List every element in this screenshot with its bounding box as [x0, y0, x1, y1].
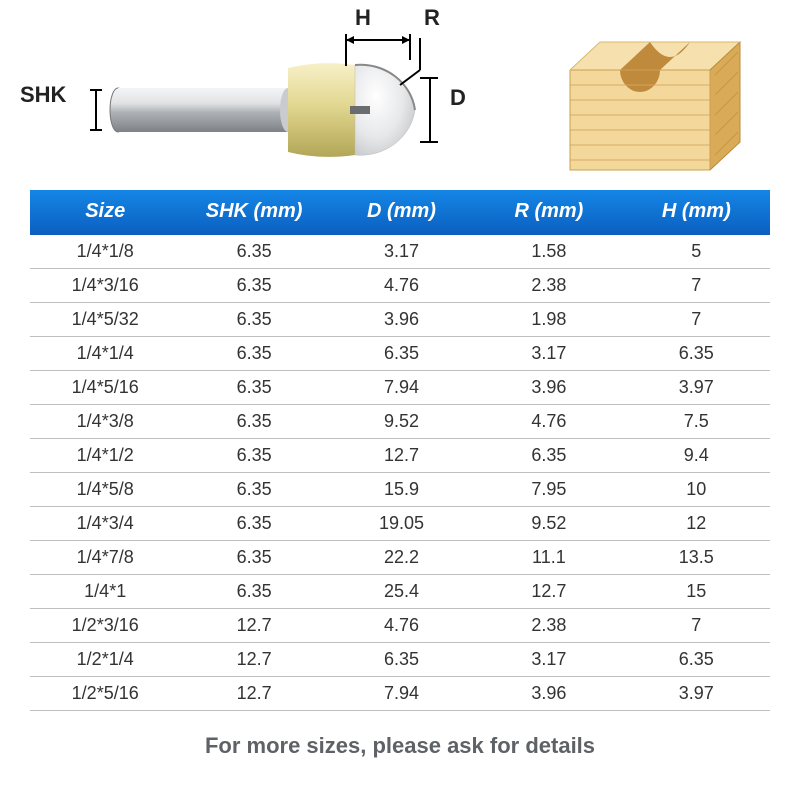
- table-body: 1/4*1/86.353.171.5851/4*3/166.354.762.38…: [30, 235, 770, 711]
- table-cell: 3.97: [623, 677, 770, 711]
- col-h: H (mm): [623, 190, 770, 235]
- table-cell: 10: [623, 473, 770, 507]
- table-cell: 6.35: [180, 405, 327, 439]
- table-cell: 3.17: [328, 235, 475, 269]
- table-cell: 4.76: [328, 609, 475, 643]
- table-cell: 3.96: [475, 677, 622, 711]
- table-row: 1/4*16.3525.412.715: [30, 575, 770, 609]
- table-cell: 6.35: [180, 507, 327, 541]
- table-cell: 1/4*7/8: [30, 541, 180, 575]
- table-cell: 12.7: [180, 677, 327, 711]
- table-cell: 6.35: [180, 337, 327, 371]
- table-row: 1/2*1/412.76.353.176.35: [30, 643, 770, 677]
- table-cell: 3.17: [475, 337, 622, 371]
- table-cell: 6.35: [180, 541, 327, 575]
- table-cell: 1/2*1/4: [30, 643, 180, 677]
- table-cell: 1/4*1/2: [30, 439, 180, 473]
- table-cell: 3.96: [475, 371, 622, 405]
- table-cell: 7.94: [328, 677, 475, 711]
- table-cell: 15.9: [328, 473, 475, 507]
- wood-block-diagram: [550, 30, 760, 180]
- table-cell: 6.35: [180, 371, 327, 405]
- table-cell: 12: [623, 507, 770, 541]
- table-cell: 9.4: [623, 439, 770, 473]
- table-cell: 11.1: [475, 541, 622, 575]
- table-cell: 3.96: [328, 303, 475, 337]
- table-cell: 7: [623, 303, 770, 337]
- col-shk: SHK (mm): [180, 190, 327, 235]
- table-cell: 3.97: [623, 371, 770, 405]
- table-cell: 1/4*5/32: [30, 303, 180, 337]
- table-cell: 1/4*5/16: [30, 371, 180, 405]
- table-cell: 19.05: [328, 507, 475, 541]
- size-table: Size SHK (mm) D (mm) R (mm) H (mm) 1/4*1…: [30, 190, 770, 711]
- label-h: H: [355, 5, 371, 31]
- table-row: 1/2*5/1612.77.943.963.97: [30, 677, 770, 711]
- table-row: 1/4*3/86.359.524.767.5: [30, 405, 770, 439]
- table-cell: 6.35: [623, 643, 770, 677]
- table-row: 1/2*3/1612.74.762.387: [30, 609, 770, 643]
- table-cell: 7.94: [328, 371, 475, 405]
- table-cell: 12.7: [328, 439, 475, 473]
- table-cell: 15: [623, 575, 770, 609]
- table-row: 1/4*1/26.3512.76.359.4: [30, 439, 770, 473]
- table-cell: 13.5: [623, 541, 770, 575]
- table-cell: 25.4: [328, 575, 475, 609]
- table-cell: 12.7: [180, 609, 327, 643]
- table-cell: 1.98: [475, 303, 622, 337]
- table-cell: 2.38: [475, 609, 622, 643]
- footer-note: For more sizes, please ask for details: [0, 733, 800, 759]
- table-cell: 9.52: [475, 507, 622, 541]
- table-cell: 1/4*3/4: [30, 507, 180, 541]
- table-cell: 1/4*3/16: [30, 269, 180, 303]
- table-cell: 6.35: [475, 439, 622, 473]
- col-r: R (mm): [475, 190, 622, 235]
- col-d: D (mm): [328, 190, 475, 235]
- table-cell: 6.35: [180, 269, 327, 303]
- table-header: Size SHK (mm) D (mm) R (mm) H (mm): [30, 190, 770, 235]
- table-cell: 6.35: [180, 473, 327, 507]
- table-row: 1/4*5/86.3515.97.9510: [30, 473, 770, 507]
- table-cell: 3.17: [475, 643, 622, 677]
- label-r: R: [424, 5, 440, 31]
- table-cell: 12.7: [475, 575, 622, 609]
- table-cell: 4.76: [328, 269, 475, 303]
- table-row: 1/4*3/46.3519.059.5212: [30, 507, 770, 541]
- table-cell: 1/4*1: [30, 575, 180, 609]
- table-cell: 7.5: [623, 405, 770, 439]
- table-cell: 5: [623, 235, 770, 269]
- table-cell: 1/4*1/8: [30, 235, 180, 269]
- table-cell: 7: [623, 269, 770, 303]
- table-row: 1/4*5/326.353.961.987: [30, 303, 770, 337]
- product-spec-page: SHK H R D: [0, 0, 800, 800]
- table-cell: 1.58: [475, 235, 622, 269]
- table-cell: 12.7: [180, 643, 327, 677]
- table-cell: 1/2*3/16: [30, 609, 180, 643]
- table-cell: 6.35: [328, 643, 475, 677]
- diagram-area: SHK H R D: [0, 0, 800, 190]
- table-cell: 6.35: [180, 303, 327, 337]
- table-row: 1/4*1/46.356.353.176.35: [30, 337, 770, 371]
- table-cell: 7.95: [475, 473, 622, 507]
- table-cell: 1/4*5/8: [30, 473, 180, 507]
- table-cell: 1/4*3/8: [30, 405, 180, 439]
- table-cell: 4.76: [475, 405, 622, 439]
- table-cell: 2.38: [475, 269, 622, 303]
- table-cell: 9.52: [328, 405, 475, 439]
- table-row: 1/4*5/166.357.943.963.97: [30, 371, 770, 405]
- table-cell: 1/2*5/16: [30, 677, 180, 711]
- table-cell: 6.35: [180, 575, 327, 609]
- table-cell: 6.35: [623, 337, 770, 371]
- table-cell: 22.2: [328, 541, 475, 575]
- table-row: 1/4*7/86.3522.211.113.5: [30, 541, 770, 575]
- router-bit-diagram: [60, 30, 480, 180]
- table-row: 1/4*1/86.353.171.585: [30, 235, 770, 269]
- table-row: 1/4*3/166.354.762.387: [30, 269, 770, 303]
- table-cell: 1/4*1/4: [30, 337, 180, 371]
- table-cell: 6.35: [328, 337, 475, 371]
- col-size: Size: [30, 190, 180, 235]
- table-cell: 6.35: [180, 235, 327, 269]
- table-cell: 6.35: [180, 439, 327, 473]
- table-cell: 7: [623, 609, 770, 643]
